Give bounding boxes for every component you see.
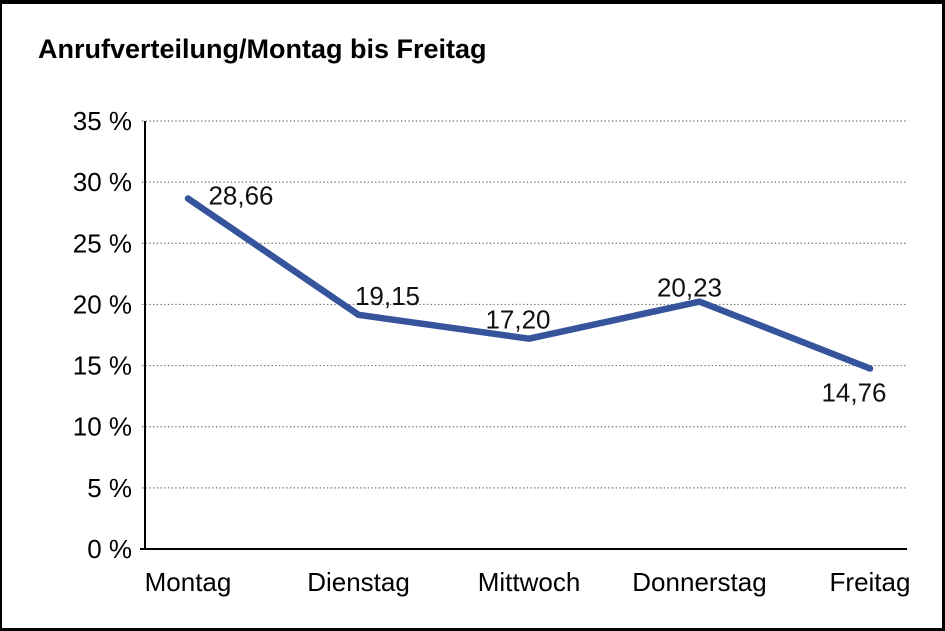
x-category-label: Donnerstag [632,567,766,597]
data-point-label: 17,20 [485,305,550,335]
data-point-label: 20,23 [657,273,722,303]
y-tick-label: 35 % [73,106,132,136]
y-tick-label: 0 % [87,534,132,564]
y-tick-label: 10 % [73,412,132,442]
data-series-line [184,195,874,372]
line-chart-canvas: 0 % 5 % 10 % 15 % 20 % 25 % 30 % 35 % Montag Dien… [73,106,911,597]
chart-title: Anrufverteilung/Montag bis Freitag [38,34,487,64]
y-tick-label: 25 % [73,228,132,258]
y-tick-label: 30 % [73,167,132,197]
data-point-label: 28,66 [208,181,273,211]
y-tick-label: 15 % [73,351,132,381]
x-category-label: Dienstag [307,567,410,597]
x-category-label: Montag [145,567,232,597]
x-category-label: Mittwoch [478,567,581,597]
y-tick-label: 5 % [87,473,132,503]
data-point-label: 14,76 [821,378,886,408]
y-tick-label: 20 % [73,289,132,319]
data-point-label: 19,15 [355,281,420,311]
x-category-label: Freitag [830,567,911,597]
